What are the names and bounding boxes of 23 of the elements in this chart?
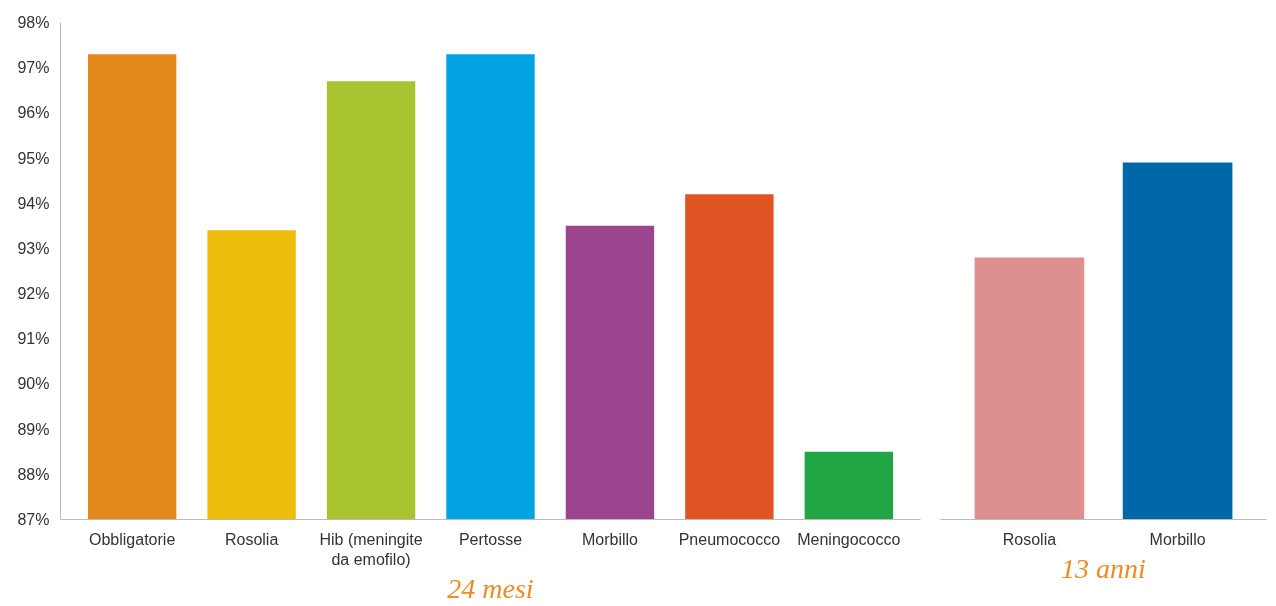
x-axis-title: 24 mesi — [447, 572, 534, 604]
y-tick-label: 92% — [17, 285, 50, 303]
x-tick-label: Rosolia — [1002, 530, 1057, 548]
x-tick-label: Obbligatorie — [89, 530, 176, 548]
y-tick-label: 97% — [17, 59, 50, 77]
y-tick-label: 95% — [17, 149, 50, 167]
y-tick-label: 96% — [17, 104, 50, 122]
y-tick-label: 91% — [17, 330, 50, 348]
x-tick-label: Meningococco — [797, 530, 901, 548]
y-tick-label: 87% — [17, 511, 50, 528]
x-tick-label: Morbillo — [1149, 530, 1206, 548]
x-tick-label: Hib (meningite da emofilo) — [319, 530, 423, 568]
x-tick-label: Rosolia — [224, 530, 279, 548]
y-tick-label: 93% — [17, 239, 50, 257]
y-tick-label: 89% — [17, 420, 50, 438]
y-tick-label: 94% — [17, 194, 50, 212]
y-tick-label: 90% — [17, 375, 50, 393]
y-tick-label: 98% — [17, 14, 50, 31]
x-tick-label: Pneumococco — [678, 530, 781, 548]
x-axis-title: 13 anni — [1061, 552, 1146, 584]
y-tick-label: 88% — [17, 465, 50, 483]
x-tick-label: Morbillo — [581, 530, 639, 548]
x-tick-label: Pertosse — [458, 530, 523, 548]
